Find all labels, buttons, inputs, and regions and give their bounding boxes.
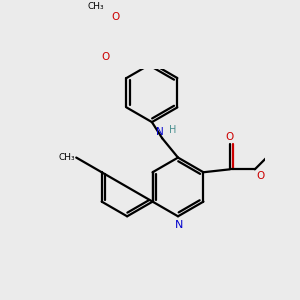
Text: CH₃: CH₃ (58, 153, 75, 162)
Text: CH₃: CH₃ (87, 2, 104, 11)
Text: O: O (101, 52, 110, 62)
Text: N: N (175, 220, 184, 230)
Text: O: O (226, 132, 234, 142)
Text: O: O (256, 171, 264, 181)
Text: N: N (156, 127, 164, 137)
Text: O: O (112, 12, 120, 22)
Text: H: H (169, 125, 177, 135)
